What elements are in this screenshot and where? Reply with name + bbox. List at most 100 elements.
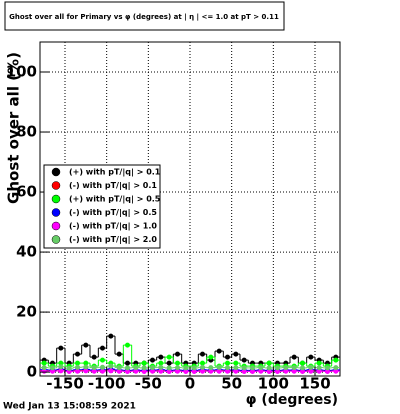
marker (266, 368, 272, 374)
marker (283, 368, 289, 374)
marker (316, 368, 322, 374)
legend-label: (+) with pT/|q| > 0.1 (69, 168, 161, 177)
marker (91, 354, 97, 360)
marker (325, 365, 330, 371)
marker (291, 368, 297, 374)
marker (41, 360, 47, 366)
marker (75, 364, 80, 370)
marker (75, 368, 80, 374)
marker (216, 348, 222, 354)
marker (116, 365, 122, 371)
marker (166, 365, 172, 371)
marker (325, 368, 330, 374)
marker (108, 368, 114, 374)
marker (58, 360, 64, 366)
marker (233, 365, 239, 371)
legend-marker (51, 167, 61, 177)
marker (333, 365, 339, 371)
marker (225, 365, 230, 371)
legend-marker (51, 194, 61, 204)
marker (191, 365, 197, 371)
marker (200, 364, 205, 370)
series (40, 363, 340, 371)
marker (291, 365, 297, 371)
marker (216, 364, 222, 370)
marker (308, 364, 314, 370)
marker (208, 354, 214, 360)
marker (100, 364, 105, 370)
x-axis-label: φ (degrees) (246, 392, 338, 408)
marker (91, 365, 97, 371)
marker (150, 357, 155, 363)
marker (175, 360, 180, 366)
x-tick-label: 0 (185, 375, 195, 393)
marker (175, 351, 180, 357)
timestamp: Wed Jan 13 15:08:59 2021 (3, 402, 136, 412)
title-box (4, 1, 285, 31)
marker (66, 365, 72, 371)
x-tick-label: 50 (221, 375, 242, 393)
marker (108, 333, 114, 339)
marker (166, 354, 172, 360)
marker (225, 354, 230, 360)
marker (166, 368, 172, 374)
marker (58, 364, 64, 370)
marker (125, 368, 130, 374)
marker (225, 368, 230, 374)
marker (283, 365, 289, 371)
marker (83, 360, 89, 366)
marker (275, 365, 280, 371)
marker (158, 354, 164, 360)
legend-marker (51, 221, 61, 231)
marker (150, 365, 155, 371)
chart-title: Ghost over all for Primary vs φ (degrees… (9, 13, 279, 22)
marker (241, 357, 247, 363)
legend: (+) with pT/|q| > 0.1 (-) with pT/|q| > 0… (51, 167, 161, 244)
marker (58, 368, 64, 374)
marker (125, 342, 130, 348)
marker (208, 365, 214, 371)
marker (208, 368, 214, 374)
legend-box (43, 164, 161, 249)
marker (83, 342, 89, 348)
marker (75, 351, 80, 357)
marker (333, 357, 339, 363)
axes: -150 -100 -50 0 50 100 150 0 20 40 60 80 100 (6, 63, 331, 393)
marker (141, 365, 147, 371)
marker (116, 368, 122, 374)
marker (233, 360, 239, 366)
marker (241, 365, 247, 371)
marker (158, 364, 164, 370)
y-tick-label: 100 (6, 63, 37, 81)
marker (300, 365, 305, 371)
legend-label: (-) with pT/|q| > 1.0 (69, 222, 157, 231)
marker (183, 368, 189, 374)
marker (158, 360, 164, 366)
x-tick-label: -150 (46, 375, 84, 393)
marker (266, 365, 272, 371)
marker (116, 351, 122, 357)
legend-label: (-) with pT/|q| > 0.5 (69, 208, 157, 217)
y-tick-label: 40 (16, 243, 37, 261)
y-axis-label: Ghost over all (%) (5, 52, 23, 204)
y-tick-label: 20 (16, 303, 37, 321)
marker (308, 354, 314, 360)
marker (316, 360, 322, 366)
y-tick-label: 60 (16, 183, 37, 201)
marker (300, 360, 305, 366)
marker (141, 360, 147, 366)
marker (50, 365, 55, 371)
x-tick-label: -100 (88, 375, 126, 393)
marker (83, 368, 89, 374)
marker (308, 368, 314, 374)
marker (266, 360, 272, 366)
x-tick-label: -50 (135, 375, 162, 393)
marker (233, 368, 239, 374)
marker (91, 368, 97, 374)
marker (133, 365, 139, 371)
marker (200, 360, 205, 366)
legend-marker (51, 235, 61, 244)
marker (200, 351, 205, 357)
marker (291, 354, 297, 360)
